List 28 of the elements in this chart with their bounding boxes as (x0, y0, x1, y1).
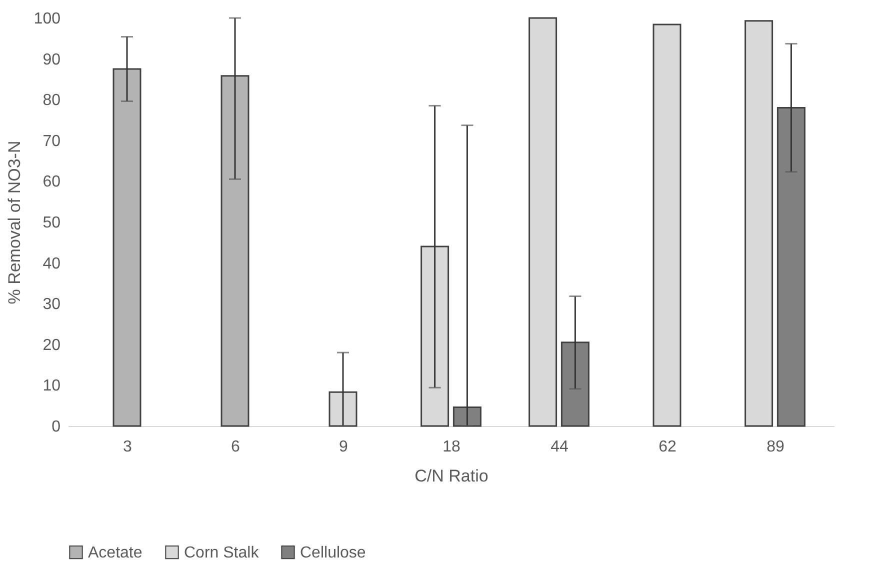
x-tick-label: 6 (231, 438, 240, 456)
bar (452, 406, 482, 427)
y-tick-label: 10 (42, 378, 61, 395)
x-tick-label: 62 (658, 438, 676, 456)
y-tick-label: 80 (42, 92, 61, 110)
y-tick-label: 20 (42, 336, 61, 354)
y-tick-label: 30 (42, 296, 61, 314)
y-tick-label: 70 (42, 132, 61, 150)
x-tick-label: 3 (123, 438, 132, 456)
x-tick-label: 18 (442, 438, 460, 456)
x-tick-label: 89 (766, 438, 784, 456)
bar (560, 342, 590, 427)
bar (112, 68, 142, 427)
y-tick-label: 100 (34, 10, 61, 28)
y-tick-label: 40 (42, 255, 61, 272)
y-tick-label: 0 (52, 418, 61, 436)
x-axis-title: C/N Ratio (414, 466, 488, 486)
bar (220, 75, 250, 427)
x-tick-label: 9 (339, 438, 348, 456)
legend-label: Corn Stalk (184, 544, 260, 562)
y-axis-title: % Removal of NO3-N (4, 140, 24, 304)
legend-label: Acetate (88, 544, 142, 562)
x-tick-label: 44 (550, 438, 568, 456)
legend-label: Cellulose (300, 544, 366, 562)
y-tick-label: 90 (42, 51, 61, 68)
bar (776, 107, 806, 427)
y-tick-label: 60 (42, 174, 61, 191)
y-tick-label: 50 (42, 214, 61, 232)
